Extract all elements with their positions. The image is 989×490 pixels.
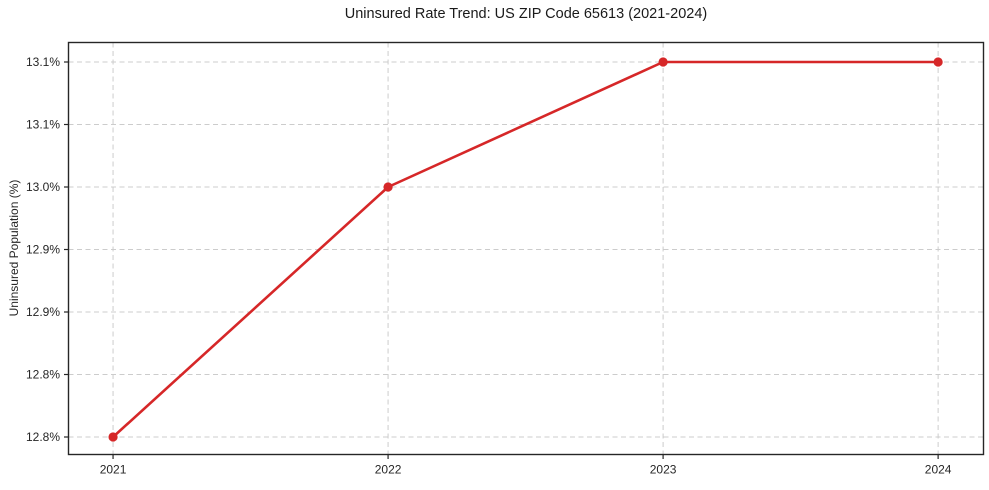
x-tick-label: 2022 <box>375 463 402 477</box>
y-tick-label: 13.1% <box>26 118 60 132</box>
x-tick-label: 2023 <box>650 463 677 477</box>
plot-border <box>67 41 985 456</box>
y-tick-label: 13.0% <box>26 180 60 194</box>
x-tick-label: 2021 <box>100 463 127 477</box>
x-tick-label: 2024 <box>925 463 952 477</box>
chart-title: Uninsured Rate Trend: US ZIP Code 65613 … <box>344 6 708 22</box>
y-tick-label: 13.1% <box>26 55 60 69</box>
data-point <box>108 432 118 442</box>
data-point <box>933 57 943 67</box>
data-point <box>383 182 393 192</box>
y-tick-label: 12.8% <box>26 430 60 444</box>
y-tick-label: 12.9% <box>26 305 60 319</box>
y-tick-label: 12.9% <box>26 243 60 257</box>
y-tick-label: 12.8% <box>26 368 60 382</box>
data-line <box>111 60 940 439</box>
data-point <box>658 57 668 67</box>
